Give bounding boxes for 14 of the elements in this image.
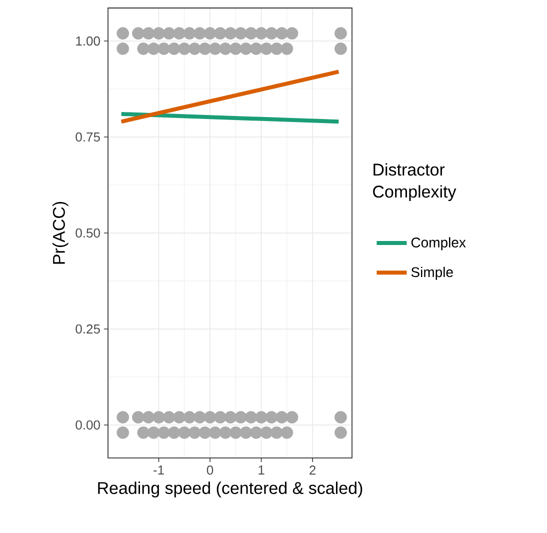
x-tick-label: 1 [258, 466, 264, 474]
x-tick-label: 2 [310, 466, 316, 475]
x-tick-label: -1 [154, 466, 164, 474]
y-tick-label: 0.75 [76, 132, 100, 142]
legend-label: Complex [411, 237, 466, 250]
legend-label: Simple [411, 266, 453, 280]
y-tick-label: 1.00 [76, 36, 100, 46]
y-axis-title: Pr(ACC) [52, 202, 68, 264]
x-tick-label: 0 [206, 466, 214, 475]
legend-title: Distractor Complexity [373, 163, 456, 202]
x-axis-title: Reading speed (centered & scaled) [98, 482, 362, 498]
y-tick-label: 0.25 [76, 324, 100, 334]
y-tick-label: 0.50 [76, 228, 100, 238]
y-tick-label: 0.00 [76, 420, 100, 430]
